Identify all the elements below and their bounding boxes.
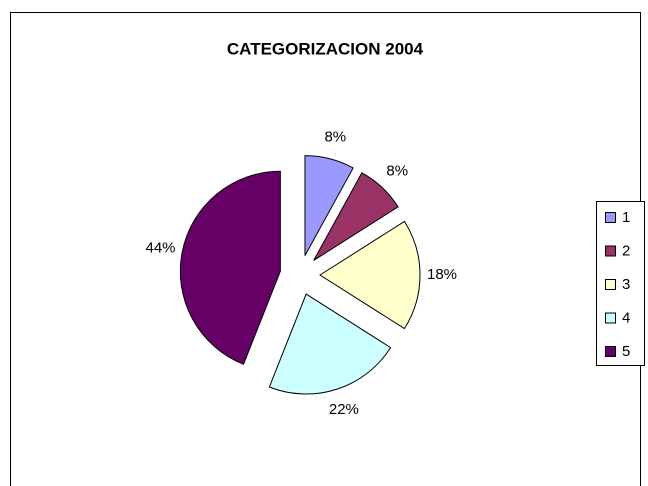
- data-label: 8%: [324, 128, 346, 145]
- pie-slice: [304, 155, 354, 256]
- legend-swatch: [605, 346, 616, 357]
- legend-swatch: [605, 312, 616, 324]
- chart-title: CATEGORIZACION 2004: [227, 39, 424, 58]
- data-label: 22%: [329, 401, 359, 418]
- data-label: 18%: [427, 266, 457, 283]
- data-label: 44%: [145, 239, 175, 256]
- data-label: 8%: [386, 162, 408, 179]
- pie-slice: [313, 172, 399, 261]
- legend-label: 5: [622, 343, 630, 360]
- legend-box: [596, 201, 645, 366]
- legend-label: 3: [622, 276, 630, 293]
- legend-swatch: [605, 212, 616, 223]
- legend-swatch: [605, 279, 616, 290]
- legend-label: 1: [622, 209, 630, 226]
- legend-swatch: [605, 245, 616, 257]
- legend-label: 2: [622, 242, 630, 259]
- pie-slice: [179, 170, 281, 365]
- legend-label: 4: [622, 309, 630, 326]
- pie-slice: [319, 220, 421, 330]
- pie-slice: [268, 293, 392, 395]
